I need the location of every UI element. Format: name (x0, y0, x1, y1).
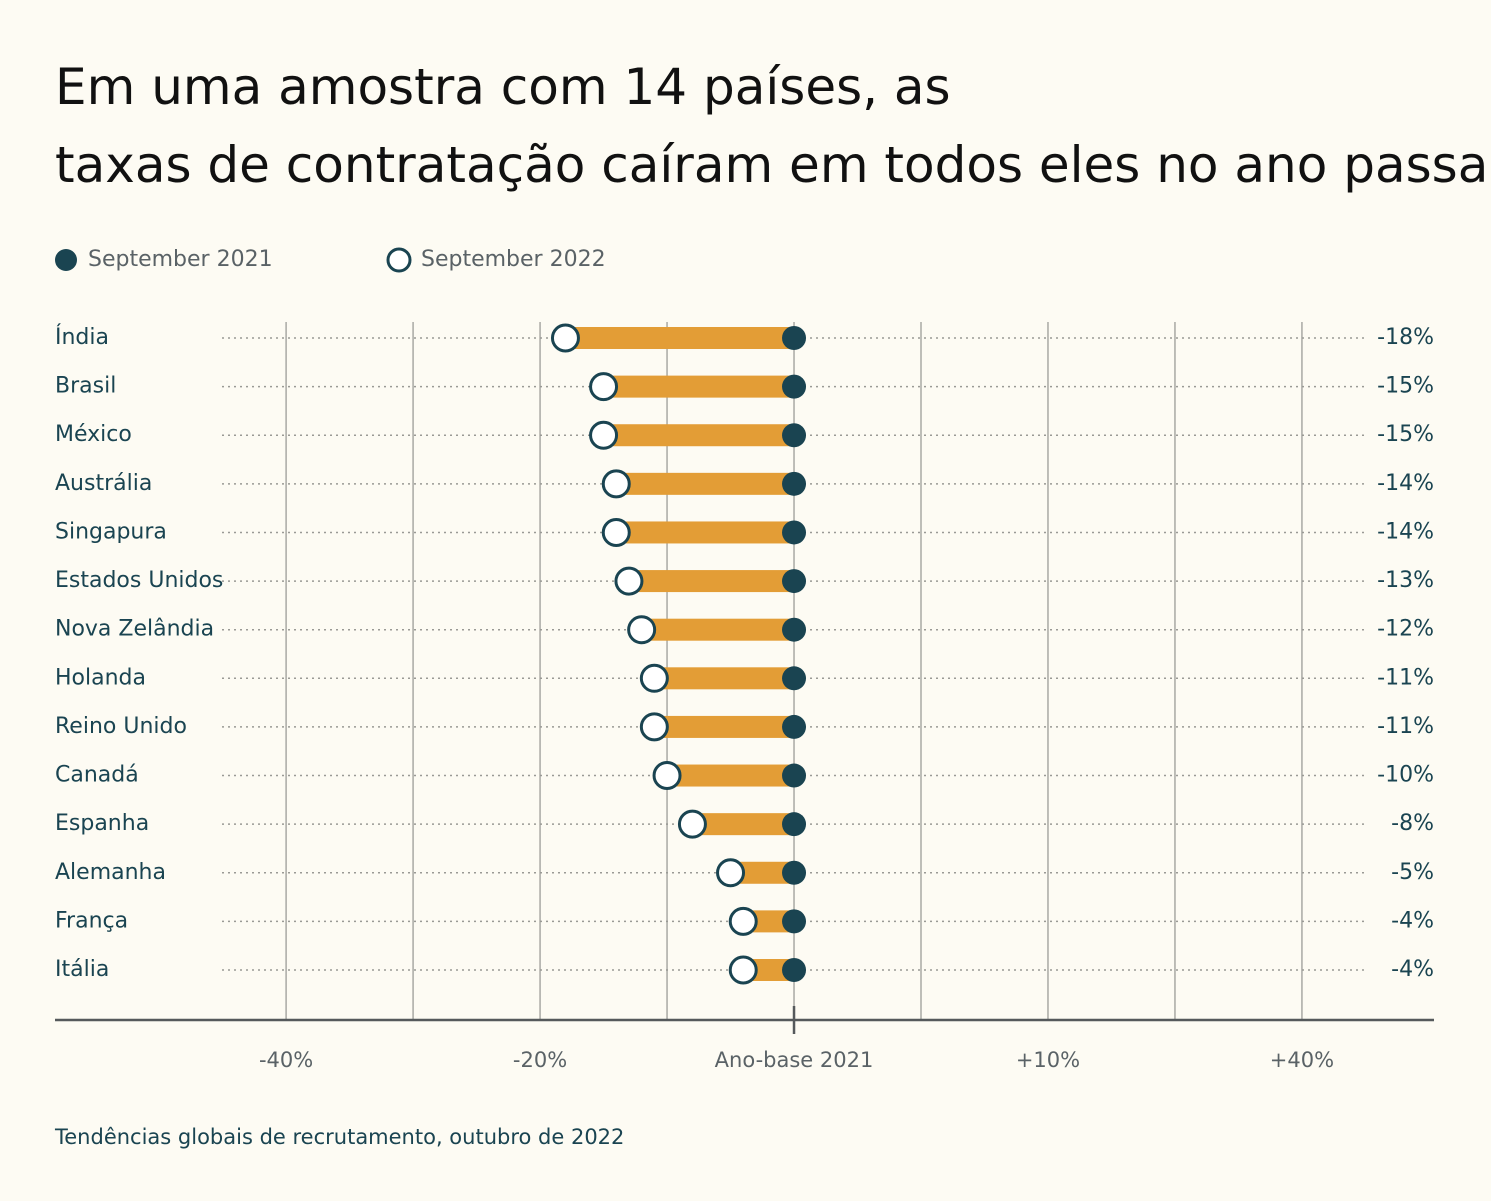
value-label: -10% (1377, 763, 1434, 788)
value-label: -14% (1377, 471, 1434, 496)
change-bar (641, 618, 795, 641)
marker-2021 (782, 569, 807, 594)
x-tick-label: +10% (1016, 1048, 1080, 1072)
value-label: -13% (1377, 568, 1434, 593)
value-label: -12% (1377, 617, 1434, 642)
marker-2021 (782, 666, 807, 691)
value-label: -4% (1391, 957, 1434, 982)
marker-2021 (782, 714, 807, 739)
marker-2021 (782, 326, 807, 350)
marker-2022 (639, 712, 669, 742)
category-label: México (55, 422, 132, 447)
value-label: -14% (1377, 519, 1434, 544)
change-bar (616, 472, 795, 495)
x-tick-label: Ano-base 2021 (715, 1048, 874, 1072)
category-label: Estados Unidos (55, 568, 223, 593)
value-label: -11% (1377, 665, 1434, 690)
category-label: Singapura (55, 519, 167, 544)
category-label: Nova Zelândia (55, 617, 214, 642)
change-bar (730, 861, 795, 884)
value-label: -11% (1377, 714, 1434, 739)
marker-2022 (652, 761, 682, 791)
category-label: Índia (55, 324, 109, 350)
value-label: -15% (1377, 422, 1434, 447)
change-bar (667, 764, 795, 787)
change-bar (565, 327, 795, 349)
marker-2022 (728, 955, 758, 985)
change-bar (603, 424, 795, 447)
marker-2022 (550, 323, 580, 353)
category-label: Austrália (55, 471, 152, 496)
legend-label: September 2021 (88, 247, 273, 272)
marker-2022 (639, 663, 669, 693)
marker-2022 (728, 906, 758, 936)
category-label: Itália (55, 957, 109, 982)
marker-2022 (589, 420, 619, 450)
category-label: Brasil (55, 374, 116, 399)
marker-2021 (782, 520, 807, 545)
category-label: Holanda (55, 665, 146, 690)
category-label: Espanha (55, 811, 149, 836)
x-tick-label: +40% (1270, 1048, 1334, 1072)
marker-2022 (614, 566, 644, 596)
marker-2021 (782, 812, 807, 837)
legend-marker (386, 247, 412, 273)
marker-2022 (589, 372, 619, 402)
category-label: Alemanha (55, 860, 166, 885)
marker-2021 (782, 374, 807, 399)
change-bar (692, 813, 795, 836)
category-label: Canadá (55, 763, 139, 788)
marker-2022 (677, 809, 707, 839)
marker-2021 (782, 958, 807, 982)
x-tick-label: -20% (513, 1048, 567, 1072)
value-label: -15% (1377, 374, 1434, 399)
source-note: Tendências globais de recrutamento, outu… (54, 1125, 624, 1149)
value-label: -8% (1391, 811, 1434, 836)
marker-2021 (782, 423, 807, 448)
change-bar (654, 667, 795, 690)
marker-2022 (627, 615, 657, 645)
change-bar (603, 375, 795, 398)
marker-2022 (601, 517, 631, 547)
change-bar (628, 570, 795, 593)
marker-2022 (601, 469, 631, 499)
value-label: -4% (1391, 908, 1434, 933)
marker-2022 (716, 858, 746, 888)
category-label: Reino Unido (55, 714, 187, 739)
x-tick-label: -40% (259, 1048, 313, 1072)
marker-2021 (782, 763, 807, 788)
marker-2021 (782, 617, 807, 642)
legend-label: September 2022 (421, 247, 606, 272)
change-bar (616, 521, 795, 544)
marker-2021 (782, 860, 807, 885)
category-label: França (55, 908, 128, 933)
marker-2021 (782, 909, 807, 934)
marker-2021 (782, 471, 807, 496)
chart-title: Em uma amostra com 14 países, as taxas de… (55, 58, 1491, 194)
value-label: -5% (1391, 860, 1434, 885)
value-label: -18% (1377, 325, 1434, 350)
legend-marker (55, 249, 77, 271)
change-bar (654, 715, 795, 738)
